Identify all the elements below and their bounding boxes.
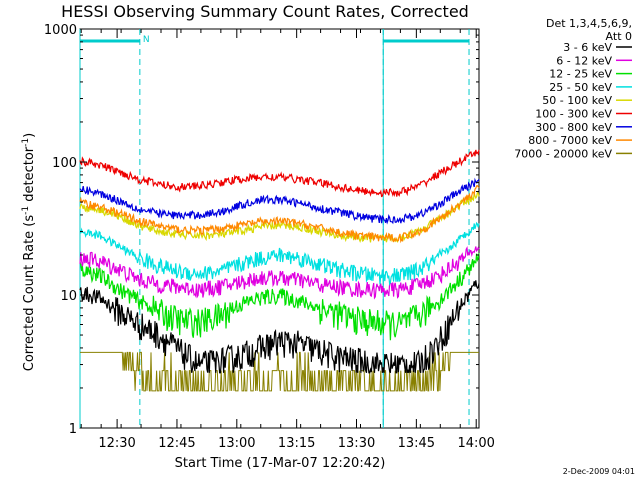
y-tick-label: 100 xyxy=(52,156,77,171)
series-line-1 xyxy=(79,245,480,300)
series-line-5 xyxy=(79,149,480,198)
y-tick-label: 1 xyxy=(69,422,77,437)
series-line-6 xyxy=(79,177,480,225)
legend-label: 800 - 7000 keV xyxy=(528,134,612,147)
y-axis-label-main: Corrected Count Rate (s xyxy=(22,215,37,372)
plot-frame xyxy=(79,28,480,429)
legend-label: 50 - 100 keV xyxy=(542,94,612,107)
series-line-2 xyxy=(79,252,480,341)
y-axis-label-end: ) xyxy=(22,133,37,138)
y-tick-label: 1000 xyxy=(44,23,77,38)
series-line-8 xyxy=(80,351,479,392)
generated-timestamp: 2-Dec-2009 04:01 xyxy=(563,467,635,476)
x-axis-label: Start Time (17-Mar-07 12:20:42) xyxy=(175,456,386,471)
chart-title: HESSI Observing Summary Count Rates, Cor… xyxy=(61,2,469,21)
legend-header-detectors: Det 1,3,4,5,6,9, xyxy=(546,17,632,30)
y-tick-label: 10 xyxy=(60,289,77,304)
legend-label: 12 - 25 keV xyxy=(549,68,612,81)
x-tick-label: 12:45 xyxy=(158,436,195,451)
series-line-7 xyxy=(79,185,480,244)
x-tick-label: 12:30 xyxy=(98,436,135,451)
x-tick-label: 13:15 xyxy=(278,436,315,451)
series-line-3 xyxy=(79,221,480,286)
x-tick-label: 13:45 xyxy=(398,436,435,451)
night-label: N xyxy=(143,35,150,45)
x-tick-label: 13:30 xyxy=(338,436,375,451)
legend-label: 3 - 6 keV xyxy=(563,41,612,54)
series-line-0 xyxy=(79,280,480,374)
legend-label: 7000 - 20000 keV xyxy=(514,147,612,160)
legend-header-attenuator: Att 0 xyxy=(606,30,632,43)
legend-label: 6 - 12 keV xyxy=(556,54,612,67)
x-tick-label: 13:00 xyxy=(218,436,255,451)
y-axis-label-mid: detector xyxy=(22,146,37,206)
legend-label: 25 - 50 keV xyxy=(549,81,612,94)
x-tick-label: 14:00 xyxy=(457,436,494,451)
series-line-4 xyxy=(79,191,480,244)
y-axis-label-sup1: -1 xyxy=(21,206,31,215)
y-axis-label: Corrected Count Rate (s-1 detector-1) xyxy=(21,133,37,371)
svg-text:Corrected Count Rate (s-1 dete: Corrected Count Rate (s-1 detector-1) xyxy=(21,133,37,371)
legend-label: 300 - 800 keV xyxy=(535,121,612,134)
y-axis-label-sup2: -1 xyxy=(21,138,31,147)
legend-label: 100 - 300 keV xyxy=(535,108,612,121)
